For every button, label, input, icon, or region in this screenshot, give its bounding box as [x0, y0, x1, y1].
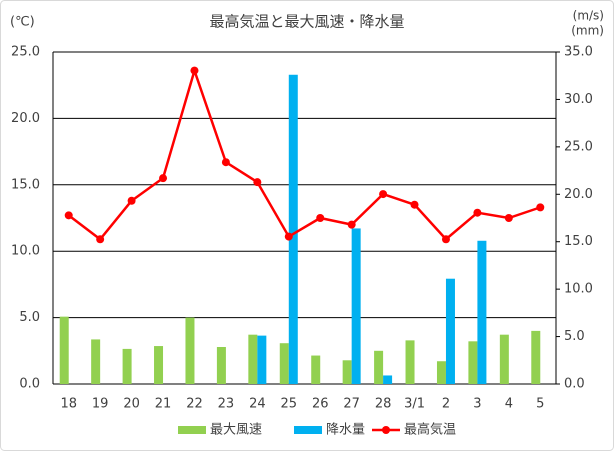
- y2-tick-label: 30.0: [564, 92, 593, 107]
- bar: [59, 316, 69, 384]
- x-tick-label: 26: [312, 397, 329, 412]
- x-tick-label: 3/1: [404, 397, 425, 412]
- line-point: [316, 214, 325, 222]
- bar: [436, 361, 446, 384]
- line-point: [127, 196, 136, 205]
- bar: [311, 355, 321, 384]
- legend-swatch: [294, 426, 322, 434]
- bar: [279, 343, 289, 384]
- line-point: [441, 235, 450, 244]
- bar: [351, 228, 361, 384]
- bar: [288, 74, 298, 384]
- line: [67, 66, 541, 241]
- line-point: [347, 220, 356, 229]
- line-point: [159, 174, 168, 183]
- bar: [216, 347, 226, 384]
- y-tick-label: 10.0: [11, 244, 40, 259]
- y2-tick-label: 10.0: [564, 282, 593, 297]
- x-tick-label: 19: [92, 397, 109, 412]
- y-tick-label: 15.0: [11, 177, 40, 192]
- x-tick-label: 23: [218, 397, 235, 412]
- x-tick-label: 28: [375, 397, 392, 412]
- legend-swatch: [382, 426, 390, 434]
- y2-axis-label: (m/s): [573, 9, 604, 23]
- bar: [445, 278, 455, 384]
- y-tick-label: 5.0: [19, 310, 40, 325]
- line-point: [410, 200, 419, 209]
- x-tick-label: 24: [249, 397, 266, 412]
- line-point: [64, 211, 73, 220]
- y2-axis-label: (mm): [571, 24, 604, 38]
- x-tick-label: 22: [186, 397, 203, 412]
- x-tick-label: 20: [123, 397, 140, 412]
- line-point: [221, 158, 230, 167]
- y2-tick-label: 5.0: [564, 329, 585, 344]
- bar: [248, 334, 258, 384]
- legend-swatch: [178, 426, 206, 434]
- y-tick-label: 0.0: [19, 377, 40, 392]
- line-point: [379, 190, 388, 199]
- x-tick-label: 5: [536, 397, 544, 412]
- x-tick-label: 27: [343, 397, 360, 412]
- bar: [468, 341, 478, 384]
- line-point: [190, 66, 199, 75]
- line-point: [473, 208, 482, 217]
- bar: [185, 317, 195, 384]
- line-point: [96, 235, 105, 244]
- x-tick-label: 21: [155, 397, 172, 412]
- bar: [374, 350, 384, 384]
- y2-tick-label: 0.0: [564, 377, 585, 392]
- y2-tick-label: 25.0: [564, 139, 593, 154]
- y-tick-label: 25.0: [11, 45, 40, 60]
- y-axis-label: (℃): [10, 15, 35, 30]
- line-point: [536, 203, 545, 212]
- x-tick-label: 2: [442, 397, 450, 412]
- x-tick-label: 4: [505, 397, 513, 412]
- chart-title: 最高気温と最大風速・降水量: [209, 13, 404, 31]
- legend-label: 降水量: [326, 423, 365, 438]
- legend-label: 最大風速: [210, 423, 262, 438]
- bar: [405, 340, 415, 384]
- y-tick-label: 20.0: [11, 111, 40, 126]
- x-tick-label: 18: [60, 397, 77, 412]
- x-tick-label: 25: [281, 397, 298, 412]
- bar: [499, 334, 509, 384]
- bar: [383, 375, 393, 384]
- bar: [122, 348, 132, 384]
- bar: [531, 330, 541, 384]
- bar: [477, 240, 487, 384]
- line-point: [284, 232, 293, 241]
- y2-tick-label: 35.0: [564, 45, 593, 60]
- legend-label: 最高気温: [404, 422, 456, 438]
- y2-tick-label: 20.0: [564, 187, 593, 202]
- bar: [154, 346, 164, 384]
- line-point: [504, 214, 513, 222]
- bar: [257, 335, 267, 384]
- bar: [342, 360, 352, 384]
- y2-tick-label: 15.0: [564, 234, 593, 249]
- x-tick-label: 3: [473, 397, 481, 412]
- line-point: [253, 178, 262, 187]
- bar: [91, 339, 101, 384]
